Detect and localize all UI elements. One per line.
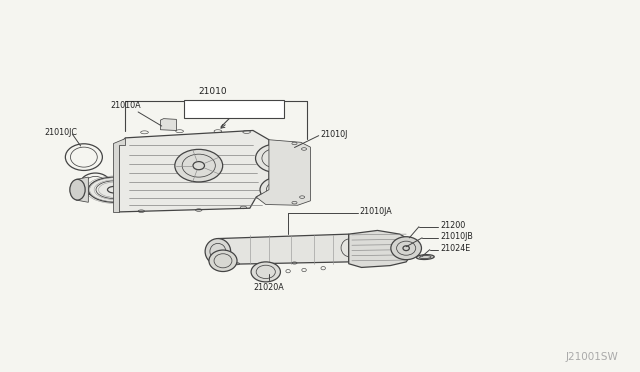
- Text: 21010JA: 21010JA: [360, 208, 392, 217]
- Polygon shape: [349, 230, 413, 267]
- Text: 21010JB: 21010JB: [440, 232, 473, 241]
- Text: J21001SW: J21001SW: [566, 352, 619, 362]
- Text: 21024E: 21024E: [440, 244, 470, 253]
- Ellipse shape: [175, 149, 223, 182]
- Ellipse shape: [391, 237, 422, 260]
- Ellipse shape: [205, 238, 230, 264]
- Polygon shape: [218, 234, 349, 264]
- Text: 21010J: 21010J: [320, 130, 348, 139]
- Polygon shape: [161, 119, 177, 131]
- FancyBboxPatch shape: [184, 100, 284, 118]
- Text: 21200: 21200: [440, 221, 465, 230]
- Polygon shape: [76, 177, 88, 202]
- Text: 21010: 21010: [198, 87, 227, 96]
- Text: 21010JC: 21010JC: [44, 128, 77, 137]
- Ellipse shape: [251, 262, 280, 282]
- Text: 21020A: 21020A: [253, 283, 284, 292]
- Text: (14056VA): (14056VA): [213, 108, 255, 117]
- Polygon shape: [113, 138, 125, 212]
- Ellipse shape: [70, 179, 85, 200]
- Text: 21010A: 21010A: [110, 101, 141, 110]
- Polygon shape: [119, 131, 269, 212]
- Ellipse shape: [255, 144, 295, 172]
- Text: SEC.144 HOSE-WATER: SEC.144 HOSE-WATER: [189, 103, 278, 112]
- Ellipse shape: [209, 250, 237, 272]
- Ellipse shape: [260, 177, 297, 202]
- Ellipse shape: [417, 255, 434, 260]
- Polygon shape: [256, 140, 310, 205]
- Ellipse shape: [88, 177, 141, 202]
